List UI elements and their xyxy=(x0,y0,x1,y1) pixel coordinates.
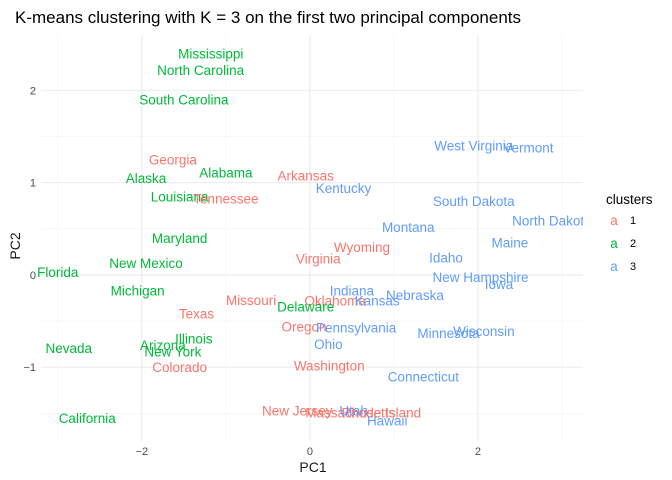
state-label: Missouri xyxy=(226,293,276,308)
state-label: Nevada xyxy=(45,341,92,356)
legend-key: a xyxy=(610,259,618,274)
state-label: Indiana xyxy=(330,284,375,299)
state-label: Kentucky xyxy=(316,181,372,196)
state-label: Idaho xyxy=(429,250,463,265)
state-label: Nebraska xyxy=(386,288,444,303)
state-label: West Virginia xyxy=(434,139,514,154)
legend-label: 1 xyxy=(630,215,636,227)
data-labels: Mississippi North Carolina South Carolina G… xyxy=(37,46,592,429)
state-label: New York xyxy=(144,344,201,359)
legend-key: a xyxy=(610,236,618,251)
state-label: Louisiana xyxy=(151,189,209,204)
gridlines xyxy=(41,35,583,441)
state-label: Michigan xyxy=(111,284,165,299)
state-label: Wisconsin xyxy=(453,324,515,339)
state-label: California xyxy=(59,411,117,426)
state-label: Kansas xyxy=(355,294,400,309)
state-label: Delaware xyxy=(277,299,334,314)
state-label: Illinois xyxy=(175,332,213,347)
y-tick-label: 1 xyxy=(30,178,36,190)
state-label: Wyoming xyxy=(334,240,390,255)
state-label: Utah xyxy=(339,404,368,419)
state-label: South Dakota xyxy=(433,194,515,209)
legend-label: 3 xyxy=(630,261,636,273)
x-tick-label: 2 xyxy=(475,446,481,458)
state-label: New Jersey xyxy=(262,404,333,419)
state-label: Colorado xyxy=(152,360,207,375)
state-label: Rhode Island xyxy=(342,405,422,420)
state-label: Iowa xyxy=(485,277,514,292)
state-label: Virginia xyxy=(296,251,341,266)
legend: clusters a 1a 2a 3 xyxy=(606,192,653,274)
state-label: Maryland xyxy=(152,231,208,246)
state-label: Pennsylvania xyxy=(316,321,397,336)
state-label: Hawaii xyxy=(367,414,408,429)
y-tick-label: 0 xyxy=(30,270,36,282)
state-label: Connecticut xyxy=(388,369,460,384)
state-label: Mississippi xyxy=(178,46,243,61)
state-label: North Dakota xyxy=(512,213,592,228)
y-axis-title: PC2 xyxy=(7,232,23,259)
state-label: New Mexico xyxy=(109,256,183,271)
chart-title: K-means clustering with K = 3 on the fir… xyxy=(15,8,521,27)
state-label: Washington xyxy=(294,358,365,373)
state-label: Florida xyxy=(37,265,79,280)
y-tick-label: 2 xyxy=(30,85,36,97)
state-label: Montana xyxy=(382,220,435,235)
state-label: Ohio xyxy=(314,337,343,352)
legend-key: a xyxy=(610,213,618,228)
state-label: Minnesota xyxy=(417,326,480,341)
state-label: South Carolina xyxy=(139,93,229,108)
state-label: Georgia xyxy=(149,153,198,168)
x-axis-title: PC1 xyxy=(299,459,326,475)
legend-label: 2 xyxy=(630,238,636,250)
state-label: Arkansas xyxy=(278,168,335,183)
state-label: Alaska xyxy=(126,171,167,186)
state-label: Alabama xyxy=(199,165,253,180)
state-label: Arizona xyxy=(140,338,186,353)
legend-title: clusters xyxy=(606,192,653,207)
state-label: Maine xyxy=(492,236,529,251)
state-label: New Hampshire xyxy=(432,270,528,285)
state-label: Texas xyxy=(179,307,215,322)
x-tick-label: 0 xyxy=(307,446,313,458)
state-label: Oklahoma xyxy=(304,294,366,309)
x-tick-label: −2 xyxy=(136,446,149,458)
state-label: Vermont xyxy=(503,141,554,156)
state-label: Massachusetts xyxy=(305,405,395,420)
state-label: North Carolina xyxy=(157,63,245,78)
state-label: Oregon xyxy=(282,320,327,335)
state-label: Tennessee xyxy=(193,191,258,206)
axis-ticks: −2 0 2 −1 0 1 2 xyxy=(23,85,481,458)
y-tick-label: −1 xyxy=(23,362,36,374)
